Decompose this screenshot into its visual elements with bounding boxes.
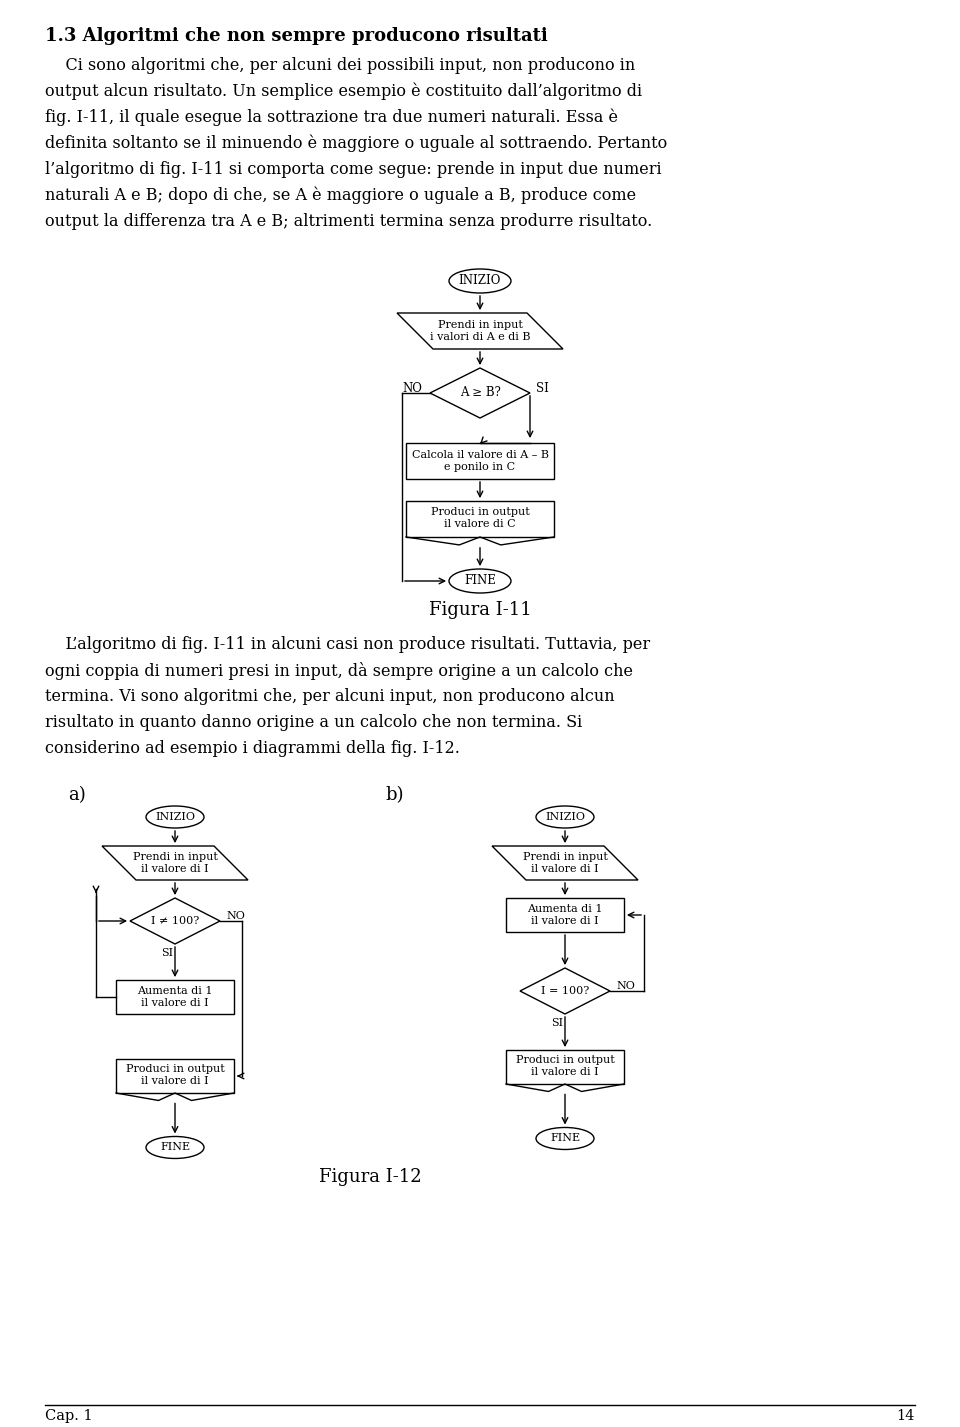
Text: Prendi in input
il valore di I: Prendi in input il valore di I	[522, 852, 608, 873]
Text: a): a)	[68, 786, 85, 803]
Text: SI: SI	[161, 948, 173, 958]
Text: INIZIO: INIZIO	[545, 812, 585, 822]
Text: output la differenza tra A e B; altrimenti termina senza produrre risultato.: output la differenza tra A e B; altrimen…	[45, 213, 652, 230]
Text: INIZIO: INIZIO	[155, 812, 195, 822]
Text: INIZIO: INIZIO	[459, 274, 501, 287]
Text: 1.3 Algoritmi che non sempre producono risultati: 1.3 Algoritmi che non sempre producono r…	[45, 27, 548, 46]
Text: output alcun risultato. Un semplice esempio è costituito dall’algoritmo di: output alcun risultato. Un semplice esem…	[45, 83, 642, 100]
Text: SI: SI	[551, 1017, 564, 1027]
Text: FINE: FINE	[160, 1143, 190, 1153]
Text: FINE: FINE	[464, 575, 496, 588]
Text: 14: 14	[897, 1408, 915, 1423]
Text: A ≥ B?: A ≥ B?	[460, 387, 500, 400]
Text: considerino ad esempio i diagrammi della fig. I-12.: considerino ad esempio i diagrammi della…	[45, 741, 460, 756]
Text: Calcola il valore di A – B
e ponilo in C: Calcola il valore di A – B e ponilo in C	[412, 450, 548, 472]
Text: Aumenta di 1
il valore di I: Aumenta di 1 il valore di I	[137, 986, 213, 1007]
Text: Ci sono algoritmi che, per alcuni dei possibili input, non producono in: Ci sono algoritmi che, per alcuni dei po…	[45, 57, 636, 74]
Text: NO: NO	[402, 381, 422, 394]
Text: Produci in output
il valore di I: Produci in output il valore di I	[516, 1055, 614, 1077]
Text: FINE: FINE	[550, 1133, 580, 1143]
Text: ogni coppia di numeri presi in input, dà sempre origine a un calcolo che: ogni coppia di numeri presi in input, dà…	[45, 662, 633, 681]
Text: Prendi in input
il valore di I: Prendi in input il valore di I	[132, 852, 217, 873]
Text: risultato in quanto danno origine a un calcolo che non termina. Si: risultato in quanto danno origine a un c…	[45, 714, 583, 731]
Text: NO: NO	[616, 980, 635, 990]
Text: I = 100?: I = 100?	[540, 986, 589, 996]
Text: NO: NO	[226, 910, 245, 920]
Text: termina. Vi sono algoritmi che, per alcuni input, non producono alcun: termina. Vi sono algoritmi che, per alcu…	[45, 688, 614, 705]
Text: L’algoritmo di fig. I-11 in alcuni casi non produce risultati. Tuttavia, per: L’algoritmo di fig. I-11 in alcuni casi …	[45, 636, 650, 654]
Text: Cap. 1: Cap. 1	[45, 1408, 92, 1423]
Text: Aumenta di 1
il valore di I: Aumenta di 1 il valore di I	[527, 905, 603, 926]
Text: naturali A e B; dopo di che, se A è maggiore o uguale a B, produce come: naturali A e B; dopo di che, se A è magg…	[45, 187, 636, 204]
Text: b): b)	[385, 786, 403, 803]
Text: I ≠ 100?: I ≠ 100?	[151, 916, 199, 926]
Text: Figura I-12: Figura I-12	[319, 1169, 421, 1186]
Text: Figura I-11: Figura I-11	[428, 601, 532, 619]
Text: Produci in output
il valore di I: Produci in output il valore di I	[126, 1065, 225, 1086]
Text: definita soltanto se il minuendo è maggiore o uguale al sottraendo. Pertanto: definita soltanto se il minuendo è maggi…	[45, 136, 667, 153]
Text: l’algoritmo di fig. I-11 si comporta come segue: prende in input due numeri: l’algoritmo di fig. I-11 si comporta com…	[45, 161, 661, 178]
Text: fig. I-11, il quale esegue la sottrazione tra due numeri naturali. Essa è: fig. I-11, il quale esegue la sottrazion…	[45, 108, 618, 127]
Text: SI: SI	[536, 381, 549, 394]
Text: Prendi in input
i valori di A e di B: Prendi in input i valori di A e di B	[430, 320, 530, 342]
Text: Produci in output
il valore di C: Produci in output il valore di C	[431, 507, 529, 528]
